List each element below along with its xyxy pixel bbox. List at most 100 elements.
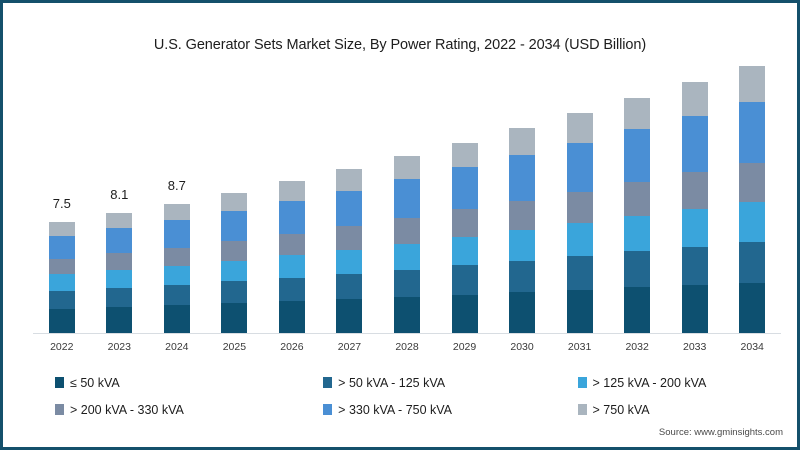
bar-segment-2031-s0[interactable]	[566, 289, 593, 333]
bar-segment-2034-s1[interactable]	[739, 241, 766, 283]
bar-segment-2033-s2[interactable]	[681, 209, 708, 247]
bar-segment-2023-s1[interactable]	[106, 287, 133, 308]
legend-item-4[interactable]: > 330 kVA - 750 kVA	[323, 403, 577, 417]
bar-segment-2027-s4[interactable]	[336, 190, 363, 227]
bar-segment-2030-s2[interactable]	[509, 230, 536, 261]
bar-segment-2030-s4[interactable]	[509, 155, 536, 201]
bar-segment-2029-s0[interactable]	[451, 294, 478, 333]
bar-segment-2024-s4[interactable]	[163, 220, 190, 248]
bar-segment-2028-s3[interactable]	[394, 218, 420, 244]
bar-2023[interactable]: 8.1	[106, 187, 133, 333]
bar-segment-2033-s3[interactable]	[681, 172, 708, 210]
bar-segment-2031-s5[interactable]	[566, 113, 593, 143]
bar-segment-2026-s1[interactable]	[278, 277, 305, 302]
legend-label-1: > 50 kVA - 125 kVA	[338, 375, 446, 390]
bar-segment-2028-s1[interactable]	[394, 269, 420, 298]
legend-item-5[interactable]: > 750 kVA	[577, 403, 755, 417]
bar-segment-2032-s5[interactable]	[624, 97, 651, 130]
bar-segment-2022-s3[interactable]	[48, 258, 75, 275]
bar-segment-2025-s5[interactable]	[221, 192, 248, 211]
bar-segment-2026-s5[interactable]	[278, 181, 305, 201]
bar-segment-2023-s4[interactable]	[106, 228, 133, 254]
bar-segment-2031-s1[interactable]	[566, 256, 593, 290]
bar-segment-2029-s5[interactable]	[451, 142, 478, 168]
bar-2026[interactable]	[278, 181, 305, 333]
bar-segment-2022-s0[interactable]	[48, 308, 75, 333]
bar-2031[interactable]	[566, 113, 593, 333]
bar-segment-2031-s4[interactable]	[566, 142, 593, 192]
bar-segment-2023-s2[interactable]	[106, 270, 133, 288]
bar-segment-2029-s2[interactable]	[451, 236, 478, 266]
legend-swatch-icon-4	[323, 404, 333, 415]
bar-segment-2024-s5[interactable]	[163, 203, 190, 221]
legend-item-1[interactable]: > 50 kVA - 125 kVA	[323, 376, 577, 390]
bar-segment-2031-s3[interactable]	[566, 191, 593, 224]
bar-segment-2028-s5[interactable]	[394, 156, 420, 180]
bar-segment-2023-s3[interactable]	[106, 253, 133, 271]
bar-segment-2024-s0[interactable]	[163, 305, 190, 333]
bar-segment-2034-s4[interactable]	[739, 102, 766, 163]
bar-segment-2023-s0[interactable]	[106, 307, 133, 333]
bar-2025[interactable]	[221, 192, 248, 333]
bar-segment-2026-s2[interactable]	[278, 255, 305, 278]
bar-segment-2030-s5[interactable]	[509, 128, 536, 156]
bar-2032[interactable]	[624, 97, 651, 333]
bar-segment-2024-s1[interactable]	[163, 284, 190, 306]
bar-segment-2032-s4[interactable]	[624, 129, 651, 183]
bar-2027[interactable]	[336, 169, 363, 333]
bar-segment-2031-s2[interactable]	[566, 223, 593, 257]
bar-segment-2030-s3[interactable]	[509, 200, 536, 231]
bar-segment-2025-s3[interactable]	[221, 240, 248, 261]
legend-item-3[interactable]: > 200 kVA - 330 kVA	[55, 403, 323, 417]
bar-segment-2028-s0[interactable]	[394, 297, 420, 333]
bar-segment-2032-s0[interactable]	[624, 287, 651, 333]
bar-segment-2029-s1[interactable]	[451, 265, 478, 295]
bar-segment-2033-s0[interactable]	[681, 284, 708, 333]
bar-segment-2028-s2[interactable]	[394, 243, 420, 270]
bar-segment-2032-s3[interactable]	[624, 182, 651, 217]
bar-2028[interactable]	[394, 156, 420, 333]
bar-segment-2022-s5[interactable]	[48, 221, 75, 236]
bar-segment-2027-s2[interactable]	[336, 249, 363, 274]
bar-2022[interactable]: 7.5	[48, 196, 75, 333]
bar-segment-2022-s4[interactable]	[48, 235, 75, 259]
bar-segment-2033-s5[interactable]	[681, 82, 708, 116]
bar-segment-2025-s2[interactable]	[221, 260, 248, 282]
bar-2024[interactable]: 8.7	[163, 178, 190, 333]
bar-segment-2030-s1[interactable]	[509, 260, 536, 293]
bar-2034[interactable]	[739, 65, 766, 333]
bar-segment-2022-s1[interactable]	[48, 290, 75, 309]
bar-segment-2026-s4[interactable]	[278, 200, 305, 234]
bar-segment-2032-s1[interactable]	[624, 251, 651, 288]
bar-segment-2028-s4[interactable]	[394, 179, 420, 219]
bar-segment-2024-s2[interactable]	[163, 265, 190, 285]
bar-segment-2024-s3[interactable]	[163, 247, 190, 266]
bar-segment-2026-s0[interactable]	[278, 301, 305, 333]
bar-segment-2029-s4[interactable]	[451, 167, 478, 210]
bar-segment-2033-s1[interactable]	[681, 246, 708, 285]
bar-segment-2033-s4[interactable]	[681, 115, 708, 173]
bar-segment-2027-s3[interactable]	[336, 226, 363, 250]
bar-segment-2027-s5[interactable]	[336, 169, 363, 191]
bar-segment-2027-s1[interactable]	[336, 273, 363, 300]
bar-segment-2022-s2[interactable]	[48, 274, 75, 291]
legend-item-0[interactable]: ≤ 50 kVA	[55, 376, 323, 390]
bar-segment-2025-s0[interactable]	[221, 303, 248, 333]
bar-2029[interactable]	[451, 142, 478, 333]
bar-2033[interactable]	[681, 82, 708, 333]
bar-segment-2034-s2[interactable]	[739, 201, 766, 242]
bar-segment-2032-s2[interactable]	[624, 216, 651, 252]
bar-segment-2026-s3[interactable]	[278, 233, 305, 256]
bar-2030[interactable]	[509, 128, 536, 333]
bar-segment-2025-s1[interactable]	[221, 281, 248, 304]
bar-segment-2030-s0[interactable]	[509, 292, 536, 333]
bar-segment-2034-s0[interactable]	[739, 282, 766, 333]
bar-segment-2025-s4[interactable]	[221, 210, 248, 241]
bar-segment-2023-s5[interactable]	[106, 212, 133, 229]
bar-segment-2029-s3[interactable]	[451, 209, 478, 237]
legend-item-2[interactable]: > 125 kVA - 200 kVA	[577, 376, 755, 390]
bar-segment-2034-s3[interactable]	[739, 162, 766, 202]
bar-segment-2027-s0[interactable]	[336, 299, 363, 333]
bar-segment-2034-s5[interactable]	[739, 65, 766, 102]
